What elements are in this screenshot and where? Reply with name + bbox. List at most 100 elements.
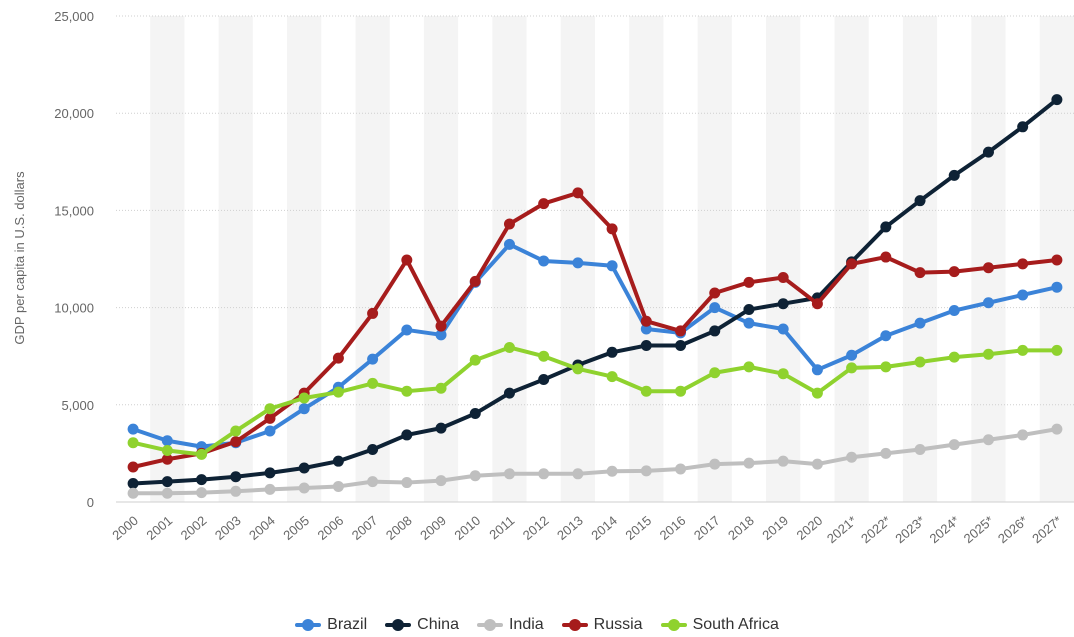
data-point-russia[interactable]: [161, 453, 173, 465]
data-point-brazil[interactable]: [401, 324, 413, 336]
data-point-south-africa[interactable]: [1051, 344, 1063, 356]
data-point-india[interactable]: [709, 458, 721, 470]
data-point-brazil[interactable]: [948, 305, 960, 317]
data-point-india[interactable]: [640, 465, 652, 477]
data-point-south-africa[interactable]: [948, 351, 960, 363]
data-point-south-africa[interactable]: [572, 363, 584, 375]
data-point-china[interactable]: [948, 169, 960, 181]
data-point-brazil[interactable]: [982, 297, 994, 309]
data-point-russia[interactable]: [846, 258, 858, 270]
data-point-russia[interactable]: [127, 461, 139, 473]
data-point-brazil[interactable]: [1017, 289, 1029, 301]
data-point-india[interactable]: [538, 468, 550, 480]
data-point-india[interactable]: [914, 444, 926, 456]
data-point-brazil[interactable]: [811, 364, 823, 376]
data-point-brazil[interactable]: [538, 255, 550, 267]
data-point-russia[interactable]: [948, 266, 960, 278]
data-point-south-africa[interactable]: [298, 392, 310, 404]
data-point-brazil[interactable]: [914, 317, 926, 329]
data-point-south-africa[interactable]: [503, 341, 515, 353]
data-point-china[interactable]: [367, 444, 379, 456]
data-point-china[interactable]: [880, 221, 892, 233]
data-point-china[interactable]: [777, 298, 789, 310]
data-point-india[interactable]: [161, 487, 173, 499]
data-point-south-africa[interactable]: [196, 448, 208, 460]
data-point-brazil[interactable]: [264, 425, 276, 437]
data-point-china[interactable]: [196, 474, 208, 486]
data-point-india[interactable]: [948, 439, 960, 451]
data-point-india[interactable]: [811, 458, 823, 470]
data-point-south-africa[interactable]: [401, 385, 413, 397]
data-point-china[interactable]: [503, 387, 515, 399]
legend-item-brazil[interactable]: Brazil: [295, 616, 367, 634]
data-point-south-africa[interactable]: [640, 385, 652, 397]
data-point-india[interactable]: [264, 483, 276, 495]
data-point-india[interactable]: [982, 434, 994, 446]
data-point-south-africa[interactable]: [538, 350, 550, 362]
data-point-south-africa[interactable]: [606, 371, 618, 383]
data-point-china[interactable]: [298, 462, 310, 474]
data-point-south-africa[interactable]: [675, 385, 687, 397]
data-point-russia[interactable]: [1017, 258, 1029, 270]
data-point-south-africa[interactable]: [982, 348, 994, 360]
data-point-china[interactable]: [332, 455, 344, 467]
data-point-india[interactable]: [675, 463, 687, 475]
data-point-india[interactable]: [846, 451, 858, 463]
data-point-south-africa[interactable]: [1017, 344, 1029, 356]
data-point-brazil[interactable]: [846, 349, 858, 361]
data-point-india[interactable]: [469, 470, 481, 482]
data-point-russia[interactable]: [435, 320, 447, 332]
data-point-china[interactable]: [1017, 121, 1029, 133]
data-point-china[interactable]: [743, 304, 755, 316]
data-point-china[interactable]: [606, 346, 618, 358]
data-point-brazil[interactable]: [435, 329, 447, 341]
data-point-brazil[interactable]: [161, 435, 173, 447]
data-point-russia[interactable]: [914, 267, 926, 279]
data-point-russia[interactable]: [572, 187, 584, 199]
data-point-brazil[interactable]: [298, 403, 310, 415]
data-point-russia[interactable]: [675, 325, 687, 337]
data-point-russia[interactable]: [743, 276, 755, 288]
data-point-south-africa[interactable]: [811, 387, 823, 399]
data-point-india[interactable]: [127, 487, 139, 499]
data-point-india[interactable]: [196, 487, 208, 499]
data-point-china[interactable]: [264, 467, 276, 479]
data-point-india[interactable]: [435, 475, 447, 487]
data-point-south-africa[interactable]: [709, 367, 721, 379]
data-point-china[interactable]: [640, 340, 652, 352]
data-point-india[interactable]: [1017, 429, 1029, 441]
data-point-brazil[interactable]: [777, 323, 789, 335]
data-point-south-africa[interactable]: [367, 377, 379, 389]
data-point-south-africa[interactable]: [777, 368, 789, 380]
data-point-russia[interactable]: [640, 315, 652, 327]
data-point-russia[interactable]: [264, 412, 276, 424]
data-point-south-africa[interactable]: [332, 386, 344, 398]
data-point-russia[interactable]: [880, 251, 892, 263]
data-point-russia[interactable]: [469, 275, 481, 287]
data-point-russia[interactable]: [1051, 254, 1063, 266]
data-point-russia[interactable]: [230, 436, 242, 448]
data-point-china[interactable]: [127, 478, 139, 490]
data-point-china[interactable]: [1051, 94, 1063, 106]
data-point-brazil[interactable]: [743, 317, 755, 329]
data-point-india[interactable]: [298, 482, 310, 494]
legend-item-india[interactable]: India: [476, 616, 544, 634]
data-point-brazil[interactable]: [367, 353, 379, 365]
data-point-russia[interactable]: [401, 254, 413, 266]
data-point-india[interactable]: [743, 457, 755, 469]
data-point-india[interactable]: [230, 485, 242, 497]
data-point-brazil[interactable]: [127, 423, 139, 435]
data-point-south-africa[interactable]: [743, 361, 755, 373]
data-point-china[interactable]: [161, 476, 173, 488]
data-point-india[interactable]: [367, 476, 379, 488]
data-point-india[interactable]: [401, 477, 413, 489]
legend-item-south-africa[interactable]: South Africa: [660, 616, 779, 634]
data-point-russia[interactable]: [606, 223, 618, 235]
data-point-india[interactable]: [777, 455, 789, 467]
data-point-russia[interactable]: [538, 198, 550, 210]
data-point-china[interactable]: [401, 429, 413, 441]
data-point-russia[interactable]: [503, 218, 515, 230]
data-point-brazil[interactable]: [1051, 281, 1063, 293]
data-point-brazil[interactable]: [503, 238, 515, 250]
data-point-brazil[interactable]: [572, 257, 584, 269]
